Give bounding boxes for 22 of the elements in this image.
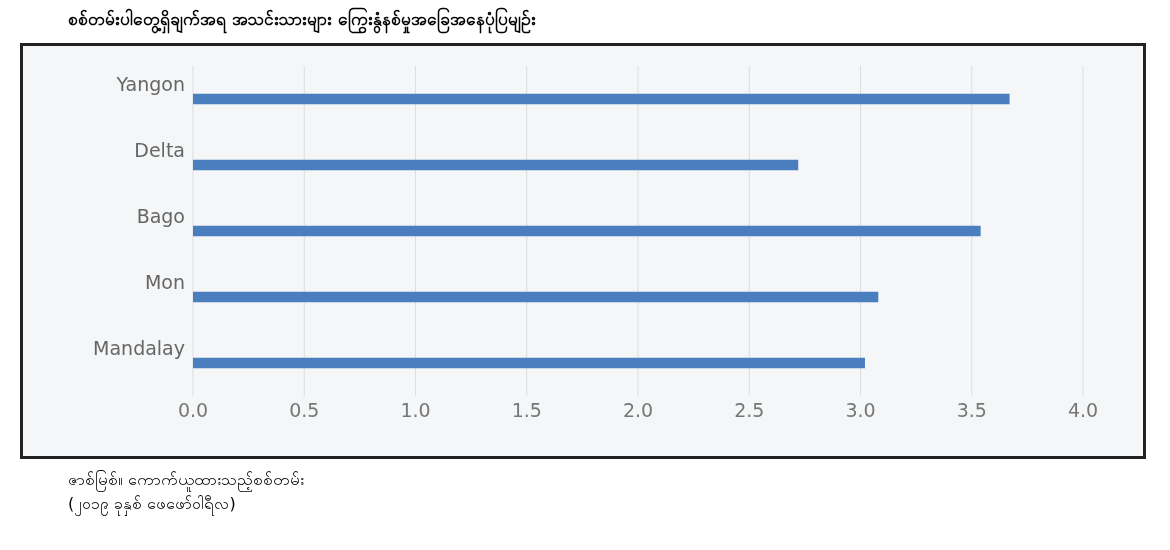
x-tick-label: 1.5 (511, 399, 542, 422)
bar (193, 159, 799, 171)
bar (193, 93, 1010, 105)
y-tick-label: Delta (134, 138, 185, 161)
x-tick-label: 4.0 (1067, 399, 1099, 422)
x-tick-label: 3.5 (956, 399, 987, 422)
chart-title: စစ်တမ်းပါတွေ့ရှိချက်အရ အသင်းသားများ ကြွေးနွံနစ်မှုအခြေအနေပုံပြမျဉ်း (67, 8, 537, 33)
bar (193, 291, 879, 303)
y-tick-label: Mandalay (93, 336, 185, 359)
x-tick-label: 3.0 (845, 399, 876, 422)
y-tick-label: Yangon (115, 72, 185, 95)
text: (၂၀၁၉ ခုနှစ် ဖေဖော်ဝါရီလ) (68, 493, 237, 517)
x-tick-label: 2.5 (734, 399, 765, 422)
text: ဇာစ်မြစ်။ ကောက်ယူထားသည့်စစ်တမ်း (68, 469, 306, 493)
y-tick-label: Mon (144, 270, 185, 293)
y-tick-label: Bago (136, 204, 185, 227)
x-tick-label: 1.0 (400, 399, 431, 422)
x-tick-label: 0.0 (177, 399, 209, 422)
bar (193, 357, 865, 369)
x-tick-label: 2.0 (622, 399, 654, 422)
bar (193, 225, 981, 237)
x-tick-label: 0.5 (289, 399, 320, 422)
